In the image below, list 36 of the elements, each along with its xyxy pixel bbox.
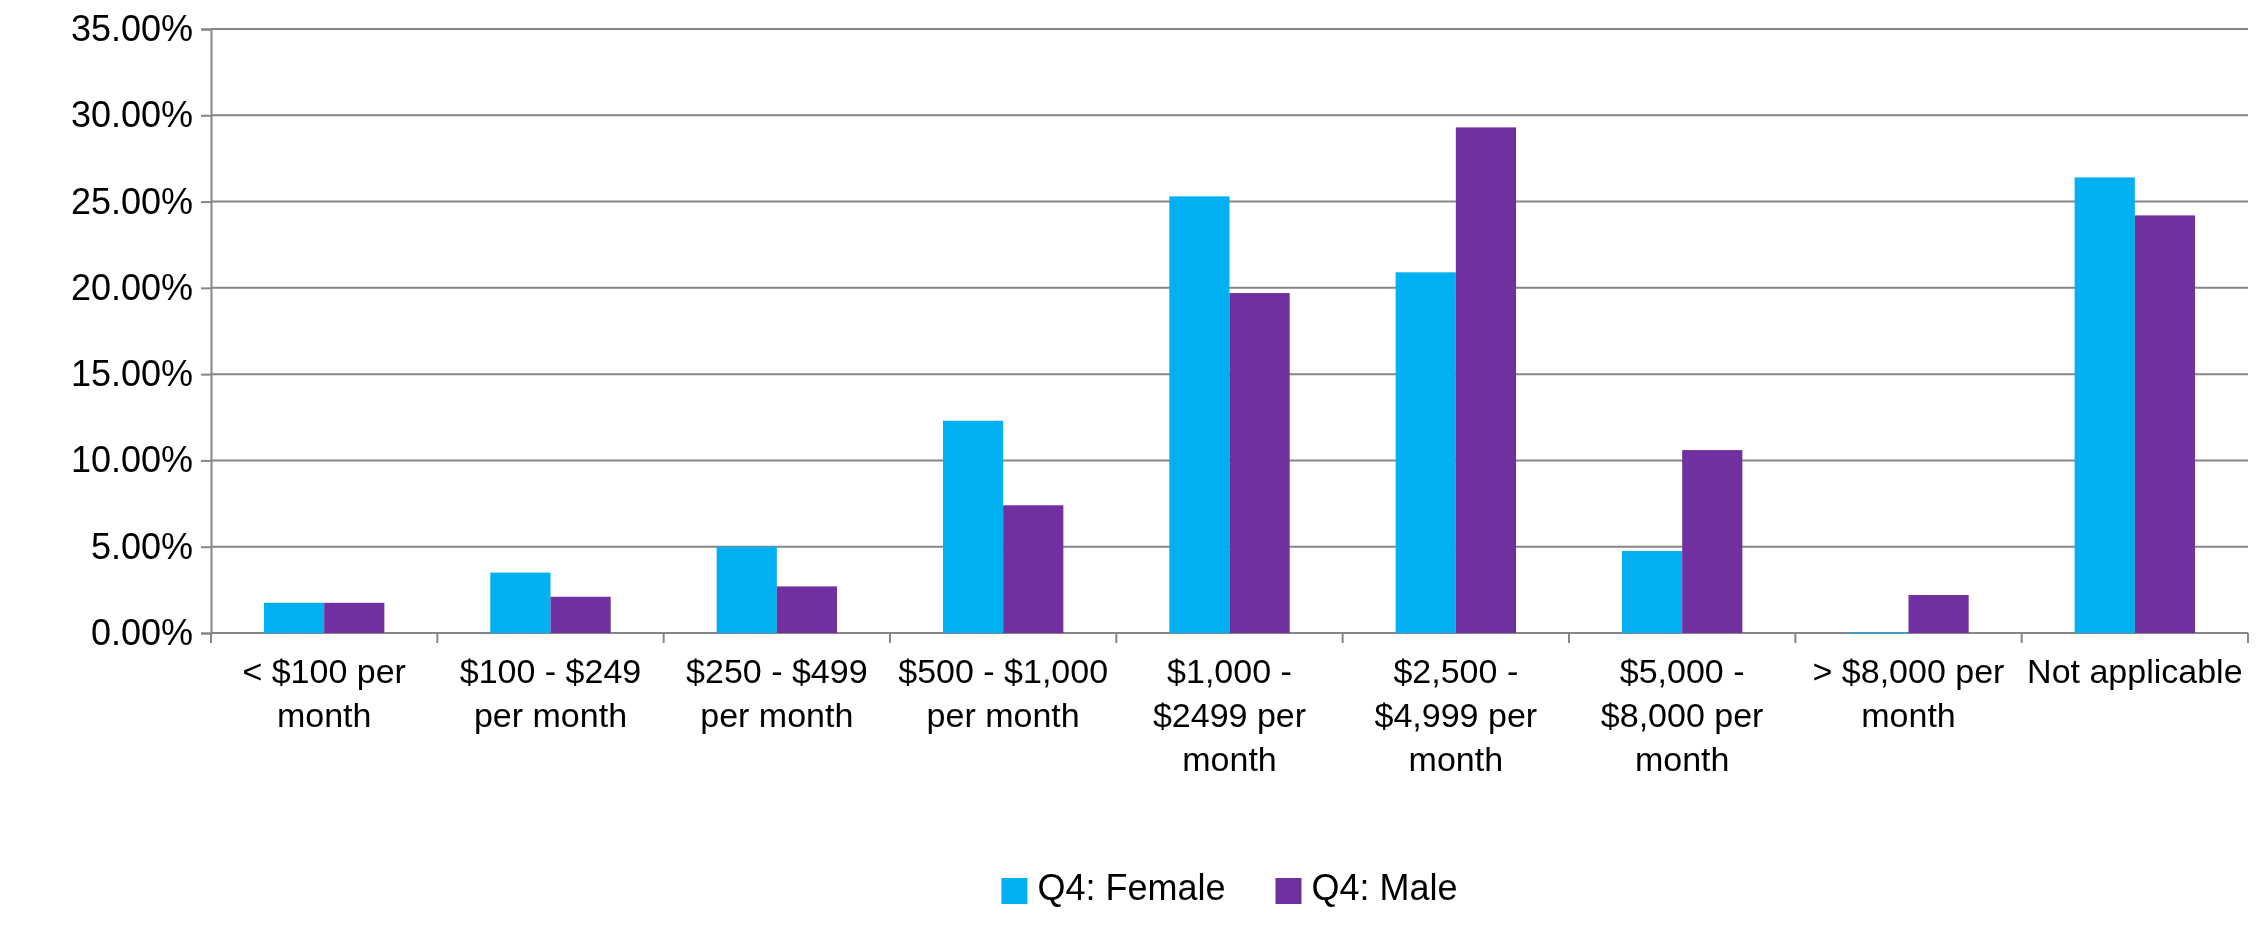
x-tick-label: $5,000 - $8,000 per month <box>1600 652 1764 778</box>
y-tick-label: 30.00% <box>70 94 193 136</box>
y-tick-label: 0.00% <box>90 612 193 654</box>
bar <box>1169 196 1230 633</box>
bar <box>776 586 838 633</box>
y-tick-label: 15.00% <box>70 353 193 395</box>
bar <box>1682 450 1743 633</box>
bar <box>1908 595 1969 633</box>
legend-label: Q4: Male <box>1311 867 1458 908</box>
bar <box>716 546 777 633</box>
y-tick-label: 20.00% <box>70 266 193 308</box>
bar <box>942 420 1004 633</box>
bar <box>550 596 611 633</box>
y-tick-label: 10.00% <box>70 439 193 481</box>
x-tick-label: < $100 per month <box>242 652 406 734</box>
bar <box>1229 293 1290 633</box>
x-tick-label: $2,500 - $4,999 per month <box>1374 652 1538 778</box>
bar <box>2134 215 2196 633</box>
bar <box>1395 272 1456 633</box>
x-tick-label: $500 - $1,000 per month <box>898 652 1109 734</box>
bar <box>1003 505 1064 633</box>
x-tick-label: Not applicable <box>2027 652 2243 690</box>
y-tick-label: 5.00% <box>90 525 193 567</box>
bar <box>490 572 551 633</box>
bar <box>263 602 325 633</box>
y-tick-label: 25.00% <box>70 180 193 222</box>
x-tick-label: $1,000 - $2499 per month <box>1152 652 1307 778</box>
x-tick-label: > $8,000 per month <box>1812 652 2005 734</box>
bar <box>1621 551 1683 633</box>
legend-label: Q4: Female <box>1037 867 1226 908</box>
x-tick-label: $100 - $249 per month <box>459 652 642 734</box>
y-tick-label: 35.00% <box>70 8 193 50</box>
bar <box>324 602 385 633</box>
bar <box>1455 127 1517 633</box>
x-tick-label: $250 - $499 per month <box>686 652 868 734</box>
bar <box>2074 177 2135 633</box>
